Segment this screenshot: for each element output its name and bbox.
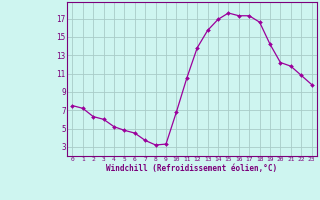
X-axis label: Windchill (Refroidissement éolien,°C): Windchill (Refroidissement éolien,°C) [107, 164, 277, 173]
